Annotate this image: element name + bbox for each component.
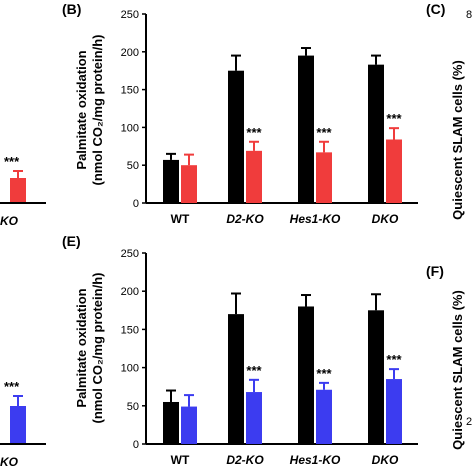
bar xyxy=(181,165,197,203)
x-category-label: WT xyxy=(171,212,190,226)
right-bottom-tick: 2 xyxy=(466,416,472,428)
bar xyxy=(368,310,384,444)
panel-label-f: (F) xyxy=(426,263,444,279)
y-tick-label: 250 xyxy=(121,248,139,260)
chart-panel-e: (E) Palmitate oxidation (nmol CO₂/mg pro… xyxy=(62,233,418,467)
left-bottom-bar xyxy=(10,406,26,444)
significance-marker: *** xyxy=(386,111,402,126)
x-category-label: DKO xyxy=(372,453,399,467)
bar xyxy=(298,306,314,444)
y-tick-label: 150 xyxy=(121,85,139,97)
left-bottom-significance: *** xyxy=(4,379,20,394)
right-top-ylabel: Quiescent SLAM cells (%) xyxy=(450,60,465,220)
y-tick-label: 200 xyxy=(121,47,139,59)
left-bottom-category: KO xyxy=(0,455,19,469)
panel-label-c: (C) xyxy=(426,1,445,17)
y-tick-label: 100 xyxy=(121,363,139,375)
left-top-bar xyxy=(10,178,26,203)
significance-marker: *** xyxy=(246,125,262,140)
bar xyxy=(316,389,332,444)
bar xyxy=(163,159,179,203)
right-partial-top: (C) 8 Quiescent SLAM cells (%) xyxy=(426,1,472,220)
y-tick-label: 0 xyxy=(133,439,139,451)
y-tick-label: 100 xyxy=(121,122,139,134)
y-axis-label-e-line2: (nmol CO₂/mg protein/h) xyxy=(90,273,105,424)
bar xyxy=(386,379,402,444)
bar xyxy=(316,152,332,203)
left-top-significance: *** xyxy=(4,154,20,169)
right-partial-bottom: (F) 2 Quiescent SLAM cells (%) xyxy=(426,263,472,450)
x-category-label: Hes1-KO xyxy=(290,453,341,467)
bar xyxy=(246,392,262,444)
x-category-label: WT xyxy=(171,453,190,467)
panel-label-e: (E) xyxy=(62,233,81,249)
panel-label-b: (B) xyxy=(62,1,81,17)
left-partial-top: *** KO xyxy=(0,154,46,228)
bar xyxy=(228,70,244,203)
left-partial-bottom: *** KO xyxy=(0,379,46,469)
bar xyxy=(298,55,314,203)
x-category-label: D2-KO xyxy=(226,453,264,467)
bar xyxy=(181,406,197,444)
chart-panel-b: (B) Palmitate oxidation (nmol CO₂/mg pro… xyxy=(62,1,418,226)
right-bottom-ylabel: Quiescent SLAM cells (%) xyxy=(450,290,465,450)
bar xyxy=(163,401,179,444)
significance-marker: *** xyxy=(386,352,402,367)
bar xyxy=(246,150,262,203)
bar xyxy=(386,139,402,203)
y-tick-label: 50 xyxy=(127,401,139,413)
x-category-label: D2-KO xyxy=(226,212,264,226)
y-tick-label: 250 xyxy=(121,9,139,21)
y-axis-label-e-line1: Palmitate oxidation xyxy=(74,288,89,407)
significance-marker: *** xyxy=(316,366,332,381)
x-category-label: DKO xyxy=(372,212,399,226)
y-tick-label: 200 xyxy=(121,286,139,298)
y-tick-label: 0 xyxy=(133,198,139,210)
significance-marker: *** xyxy=(246,363,262,378)
bar xyxy=(368,64,384,203)
bar xyxy=(228,314,244,444)
significance-marker: *** xyxy=(316,125,332,140)
y-axis-label-b-line1: Palmitate oxidation xyxy=(74,50,89,169)
right-top-tick: 8 xyxy=(466,9,472,21)
y-tick-label: 150 xyxy=(121,324,139,336)
x-category-label: Hes1-KO xyxy=(290,212,341,226)
left-top-category: KO xyxy=(0,214,19,228)
y-tick-label: 50 xyxy=(127,160,139,172)
y-axis-label-b-line2: (nmol CO₂/mg protein/h) xyxy=(90,35,105,186)
